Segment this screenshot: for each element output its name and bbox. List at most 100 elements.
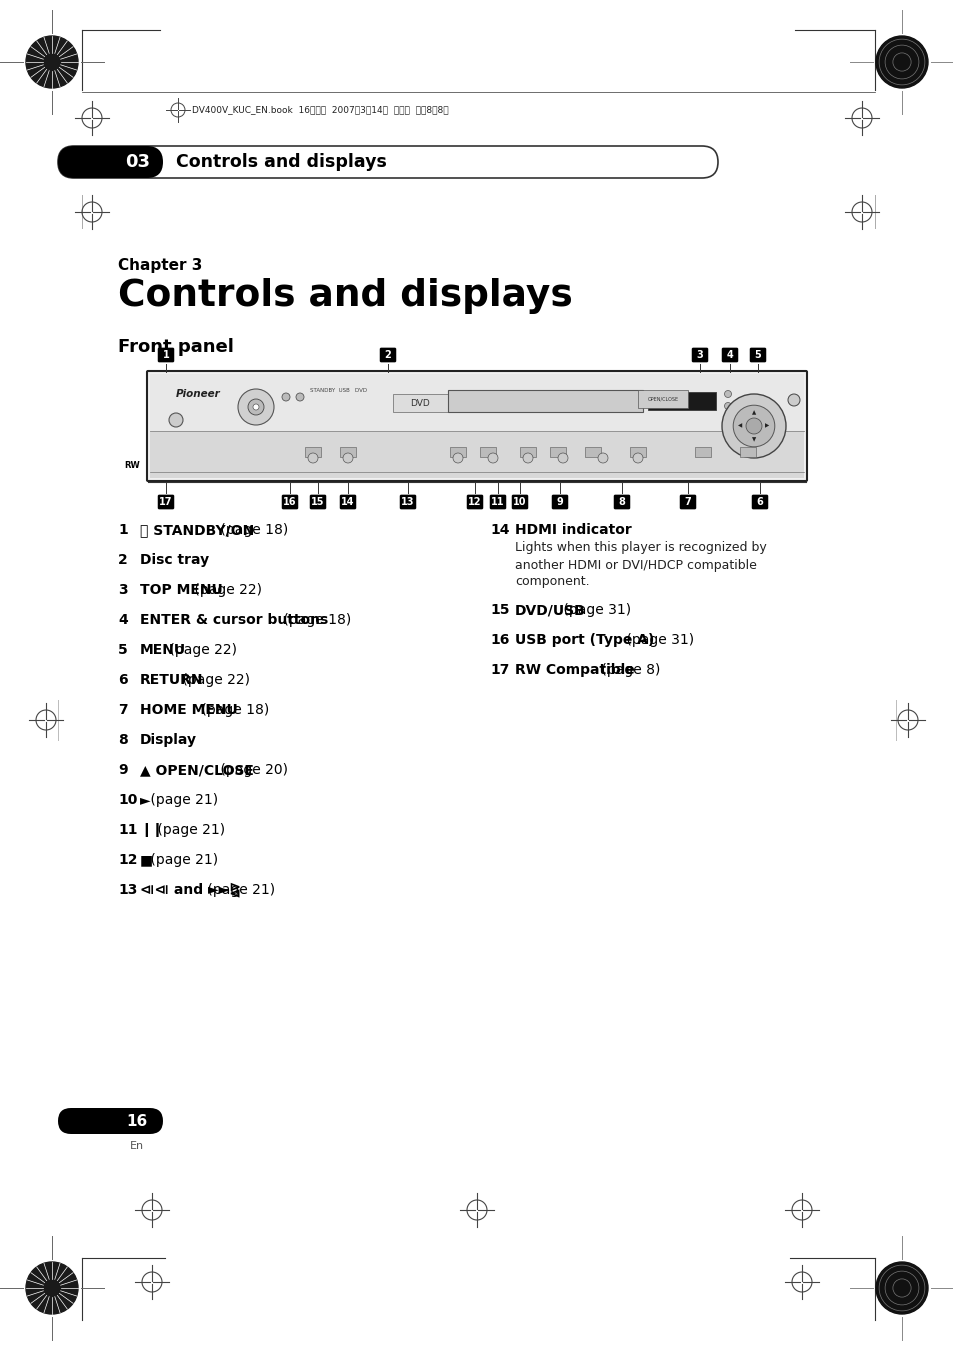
Circle shape — [26, 36, 78, 88]
Text: ■: ■ — [140, 852, 153, 867]
Text: (page 22): (page 22) — [191, 584, 262, 597]
FancyBboxPatch shape — [679, 494, 696, 509]
Text: 2: 2 — [384, 350, 391, 359]
Text: 9: 9 — [556, 497, 563, 507]
Bar — [479, 447, 496, 457]
FancyBboxPatch shape — [691, 347, 707, 362]
Text: 3: 3 — [696, 350, 702, 359]
Text: En: En — [130, 1142, 144, 1151]
Text: (page 18): (page 18) — [196, 703, 269, 717]
Text: Front panel: Front panel — [118, 338, 233, 357]
Text: 8: 8 — [618, 497, 625, 507]
Text: Disc tray: Disc tray — [140, 553, 209, 567]
Text: 12: 12 — [118, 852, 137, 867]
Text: ⥣ STANDBY/ON: ⥣ STANDBY/ON — [140, 523, 254, 536]
Bar — [150, 431, 803, 478]
Text: 11: 11 — [491, 497, 504, 507]
Text: 7: 7 — [118, 703, 128, 717]
Bar — [740, 447, 755, 457]
Text: 1: 1 — [118, 523, 128, 536]
Circle shape — [295, 393, 304, 401]
Text: 11: 11 — [118, 823, 137, 838]
FancyBboxPatch shape — [310, 494, 326, 509]
Text: ▶: ▶ — [764, 423, 769, 428]
Circle shape — [875, 1262, 927, 1315]
Text: ENTER & cursor buttons: ENTER & cursor buttons — [140, 613, 328, 627]
Text: (page 21): (page 21) — [152, 823, 225, 838]
Text: 12: 12 — [468, 497, 481, 507]
Text: (page 31): (page 31) — [558, 603, 631, 617]
Text: 5: 5 — [754, 350, 760, 359]
Text: (page 18): (page 18) — [278, 613, 351, 627]
Text: 6: 6 — [756, 497, 762, 507]
Circle shape — [745, 417, 761, 434]
Text: RW: RW — [124, 462, 140, 470]
FancyBboxPatch shape — [489, 494, 506, 509]
Circle shape — [633, 453, 642, 463]
FancyBboxPatch shape — [58, 146, 163, 178]
Bar — [647, 392, 716, 409]
Text: 15: 15 — [311, 497, 324, 507]
Text: 1: 1 — [162, 350, 170, 359]
Text: Controls and displays: Controls and displays — [118, 278, 572, 313]
Text: (page 22): (page 22) — [165, 643, 237, 657]
Text: (page 21): (page 21) — [203, 884, 274, 897]
FancyBboxPatch shape — [157, 494, 174, 509]
Bar — [550, 447, 565, 457]
Text: 16: 16 — [126, 1113, 147, 1128]
Text: ▼: ▼ — [751, 436, 756, 442]
Text: Display: Display — [140, 734, 196, 747]
Bar — [305, 447, 320, 457]
Circle shape — [721, 394, 785, 458]
Text: 7: 7 — [684, 497, 691, 507]
FancyBboxPatch shape — [511, 494, 528, 509]
Text: 16: 16 — [490, 634, 509, 647]
FancyBboxPatch shape — [721, 347, 738, 362]
Circle shape — [488, 453, 497, 463]
Circle shape — [723, 390, 731, 397]
Text: 2: 2 — [118, 553, 128, 567]
Text: 14: 14 — [490, 523, 509, 536]
Text: TOP MENU: TOP MENU — [140, 584, 222, 597]
Text: ⧏⧏ and ►►⧎: ⧏⧏ and ►►⧎ — [140, 882, 240, 897]
Bar — [450, 447, 465, 457]
Text: RW Compatible: RW Compatible — [515, 663, 634, 677]
Circle shape — [787, 394, 800, 407]
Text: ❙❙: ❙❙ — [140, 823, 163, 838]
FancyBboxPatch shape — [157, 347, 174, 362]
Text: OPEN/CLOSE: OPEN/CLOSE — [647, 396, 678, 401]
Text: 8: 8 — [118, 734, 128, 747]
Text: (page 21): (page 21) — [146, 793, 218, 807]
FancyBboxPatch shape — [147, 372, 806, 481]
Text: MENU: MENU — [140, 643, 186, 657]
Text: HOME MENU: HOME MENU — [140, 703, 237, 717]
Text: (page 20): (page 20) — [215, 763, 287, 777]
Circle shape — [253, 404, 258, 409]
Bar — [519, 447, 536, 457]
Text: (page 21): (page 21) — [146, 852, 218, 867]
Text: 4: 4 — [118, 613, 128, 627]
Text: DV400V_KUC_EN.book  16ページ  2007年3月14日  水曜日  午後8晎8分: DV400V_KUC_EN.book 16ページ 2007年3月14日 水曜日 … — [192, 105, 448, 115]
Text: (page 8): (page 8) — [597, 663, 659, 677]
Bar — [695, 447, 710, 457]
Text: Chapter 3: Chapter 3 — [118, 258, 202, 273]
Text: ▲ OPEN/CLOSE: ▲ OPEN/CLOSE — [140, 763, 253, 777]
Circle shape — [522, 453, 533, 463]
Text: 15: 15 — [490, 603, 509, 617]
FancyBboxPatch shape — [281, 494, 298, 509]
Bar — [393, 394, 448, 412]
Text: (page 22): (page 22) — [177, 673, 250, 688]
Text: STANDBY  USB   DVD: STANDBY USB DVD — [310, 388, 367, 393]
Bar — [150, 374, 803, 434]
Text: 13: 13 — [401, 497, 415, 507]
FancyBboxPatch shape — [551, 494, 568, 509]
Text: 03: 03 — [126, 153, 151, 172]
Text: RETURN: RETURN — [140, 673, 203, 688]
Bar — [448, 390, 642, 412]
Text: 9: 9 — [118, 763, 128, 777]
Text: 13: 13 — [118, 884, 137, 897]
Circle shape — [598, 453, 607, 463]
Circle shape — [343, 453, 353, 463]
Text: another HDMI or DVI/HDCP compatible: another HDMI or DVI/HDCP compatible — [515, 558, 756, 571]
Text: Pioneer: Pioneer — [175, 389, 220, 399]
